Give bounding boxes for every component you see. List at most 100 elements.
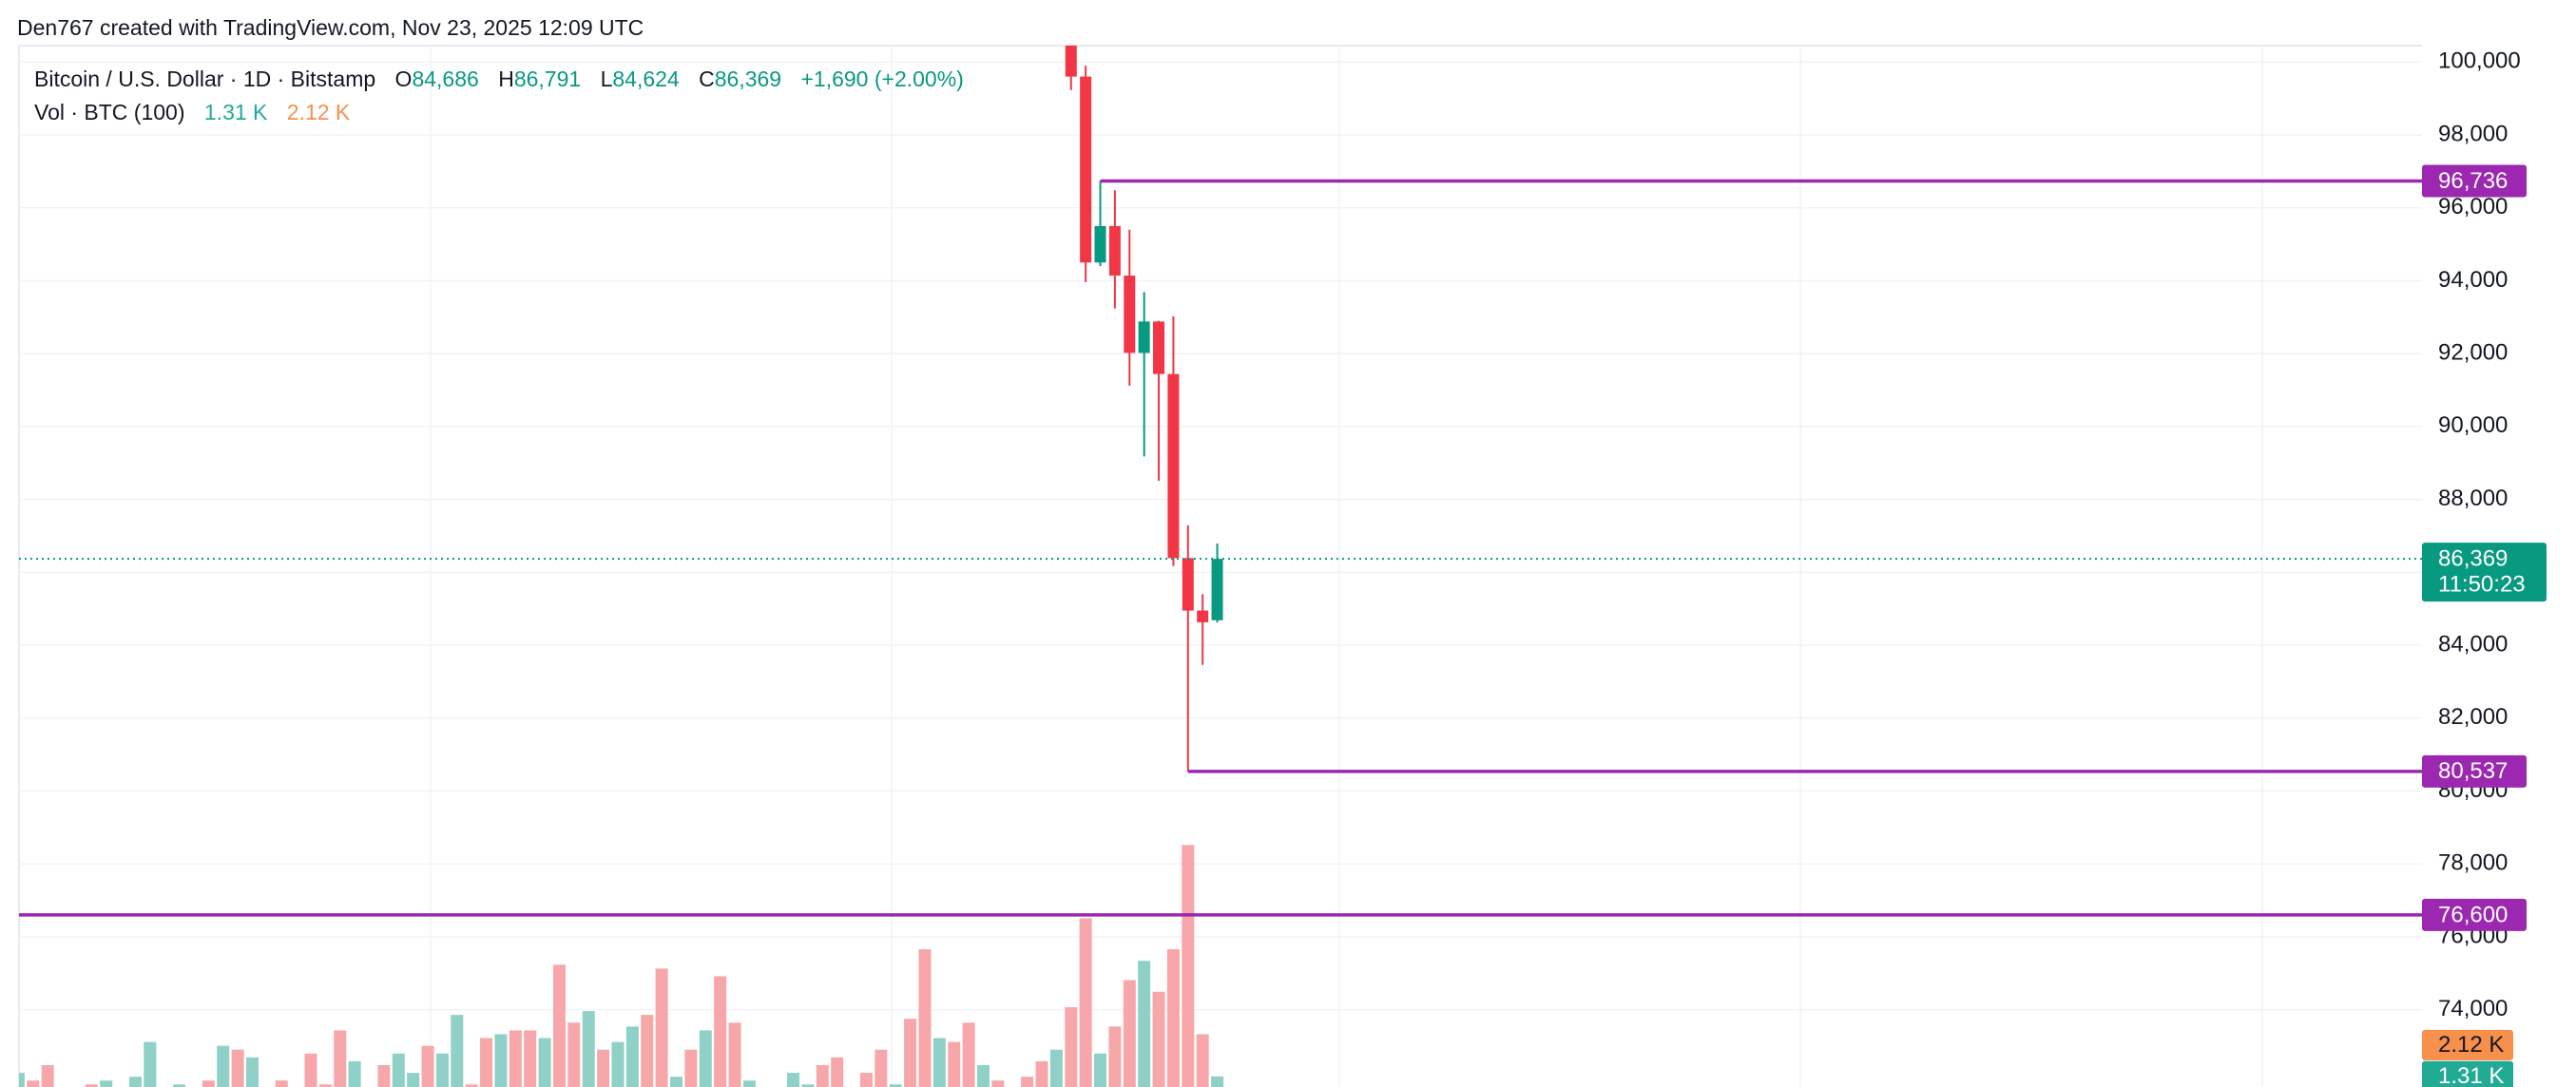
volume-bar [889, 1084, 902, 1087]
volume-last-box [2422, 1060, 2513, 1087]
volume-bar [1166, 949, 1180, 1087]
y-tick-label: 100,000 [2438, 48, 2521, 74]
volume-bar [304, 1053, 317, 1087]
candle-body [1167, 373, 1180, 559]
volume-bar [1065, 1007, 1078, 1087]
volume-bar [787, 1073, 800, 1087]
volume-bar [27, 1080, 40, 1087]
volume-bar [509, 1030, 522, 1087]
attribution: Den767 created with TradingView.com, Nov… [17, 15, 644, 40]
y-tick-label: 96,000 [2438, 194, 2508, 219]
volume-bar [1196, 1034, 1209, 1087]
y-tick-label: 88,000 [2438, 486, 2508, 511]
volume-bar [1094, 1053, 1107, 1087]
candle-body [1124, 276, 1136, 353]
candle-body [1138, 321, 1150, 353]
volume-pane [19, 845, 1224, 1087]
volume-bar [480, 1038, 493, 1087]
volume-bar [85, 1084, 98, 1087]
candle-body [1197, 610, 1209, 622]
volume-bar [948, 1041, 961, 1087]
volume-bar [552, 964, 566, 1087]
volume-bar [1182, 845, 1195, 1087]
volume-bar [1211, 1076, 1224, 1087]
volume-bar [217, 1045, 230, 1087]
volume-bar [173, 1084, 186, 1087]
volume-bar [348, 1060, 361, 1087]
legend: Bitcoin / U.S. Dollar · 1D · Bitstamp O8… [34, 67, 964, 91]
volume-bar [684, 1049, 698, 1087]
legend-value: 86,369 [715, 67, 781, 91]
volume-bar [538, 1038, 551, 1087]
candle-body [1065, 46, 1077, 77]
volume-bar [625, 1026, 639, 1087]
volume-bar [714, 976, 727, 1087]
volume-ma-box [2422, 1029, 2513, 1060]
volume-bar [377, 1064, 391, 1087]
legend-value: 84,624 [612, 67, 680, 91]
volume-bar [41, 1064, 54, 1087]
volume-bar [421, 1045, 434, 1087]
volume-bar [859, 1073, 873, 1087]
y-tick-label: 98,000 [2438, 121, 2508, 146]
candle-body [1211, 559, 1223, 620]
volume-bar [831, 1057, 844, 1087]
price-axis: 74,00076,00078,00080,00082,00084,00086,0… [2438, 48, 2521, 1021]
volume-bar [128, 1077, 142, 1087]
y-tick-label: 74,000 [2438, 996, 2508, 1021]
y-tick-label: 90,000 [2438, 412, 2508, 438]
volume-bar [275, 1080, 288, 1087]
volume-bar [918, 949, 932, 1087]
last-price-box [2422, 543, 2547, 602]
legend-key: C [699, 67, 715, 91]
y-tick-label: 94,000 [2438, 267, 2508, 293]
level-label-box [2422, 754, 2527, 788]
volume-bar [1123, 980, 1136, 1087]
last-price-label: 86,369 [2438, 546, 2508, 572]
countdown: 11:50:23 [2438, 572, 2526, 598]
level-label: 96,736 [2438, 168, 2508, 194]
volume-bar [245, 1057, 259, 1087]
volume-bar [407, 1073, 420, 1087]
volume-bar [582, 1011, 595, 1087]
volume-bar [231, 1049, 244, 1087]
volume-bar [641, 1015, 654, 1087]
volume-legend: Vol · BTC (100) 1.31 K 2.12 K [34, 100, 351, 124]
volume-bar [100, 1080, 113, 1087]
volume-bar [904, 1019, 917, 1087]
level-label-box [2422, 898, 2527, 931]
volume-bar [202, 1080, 215, 1087]
volume-bar [699, 1030, 712, 1087]
volume-bar [597, 1049, 610, 1087]
legend-key: L [601, 67, 613, 91]
volume-bar [962, 1022, 975, 1087]
y-tick-label: 84,000 [2438, 631, 2508, 657]
volume-bar [816, 1064, 829, 1087]
volume-bar [318, 1084, 332, 1087]
legend-key: H [498, 67, 514, 91]
volume-bar [1108, 1026, 1122, 1087]
volume-ma-label: 2.12 K [2438, 1032, 2504, 1058]
volume-bar [875, 1049, 888, 1087]
volume-bar [524, 1030, 537, 1087]
volume-bar [1035, 1060, 1048, 1087]
legend-value: 84,686 [412, 67, 478, 91]
y-tick-label: 82,000 [2438, 704, 2508, 730]
volume-bar [670, 1077, 682, 1087]
level-label-box [2422, 164, 2527, 198]
volume-bar [1152, 991, 1165, 1087]
candle-body [1182, 558, 1194, 611]
y-tick-label: 78,000 [2438, 850, 2508, 876]
volume-bar [655, 968, 668, 1087]
volume-bar [991, 1080, 1005, 1087]
volume-bar [1021, 1077, 1034, 1087]
volume-bar [1049, 1049, 1063, 1087]
volume-bar [144, 1041, 157, 1087]
volume-bar [19, 1073, 25, 1087]
candle-body [1094, 225, 1106, 263]
legend-value: 86,791 [514, 67, 581, 91]
volume-bar [801, 1084, 815, 1087]
level-label: 80,537 [2438, 758, 2508, 784]
